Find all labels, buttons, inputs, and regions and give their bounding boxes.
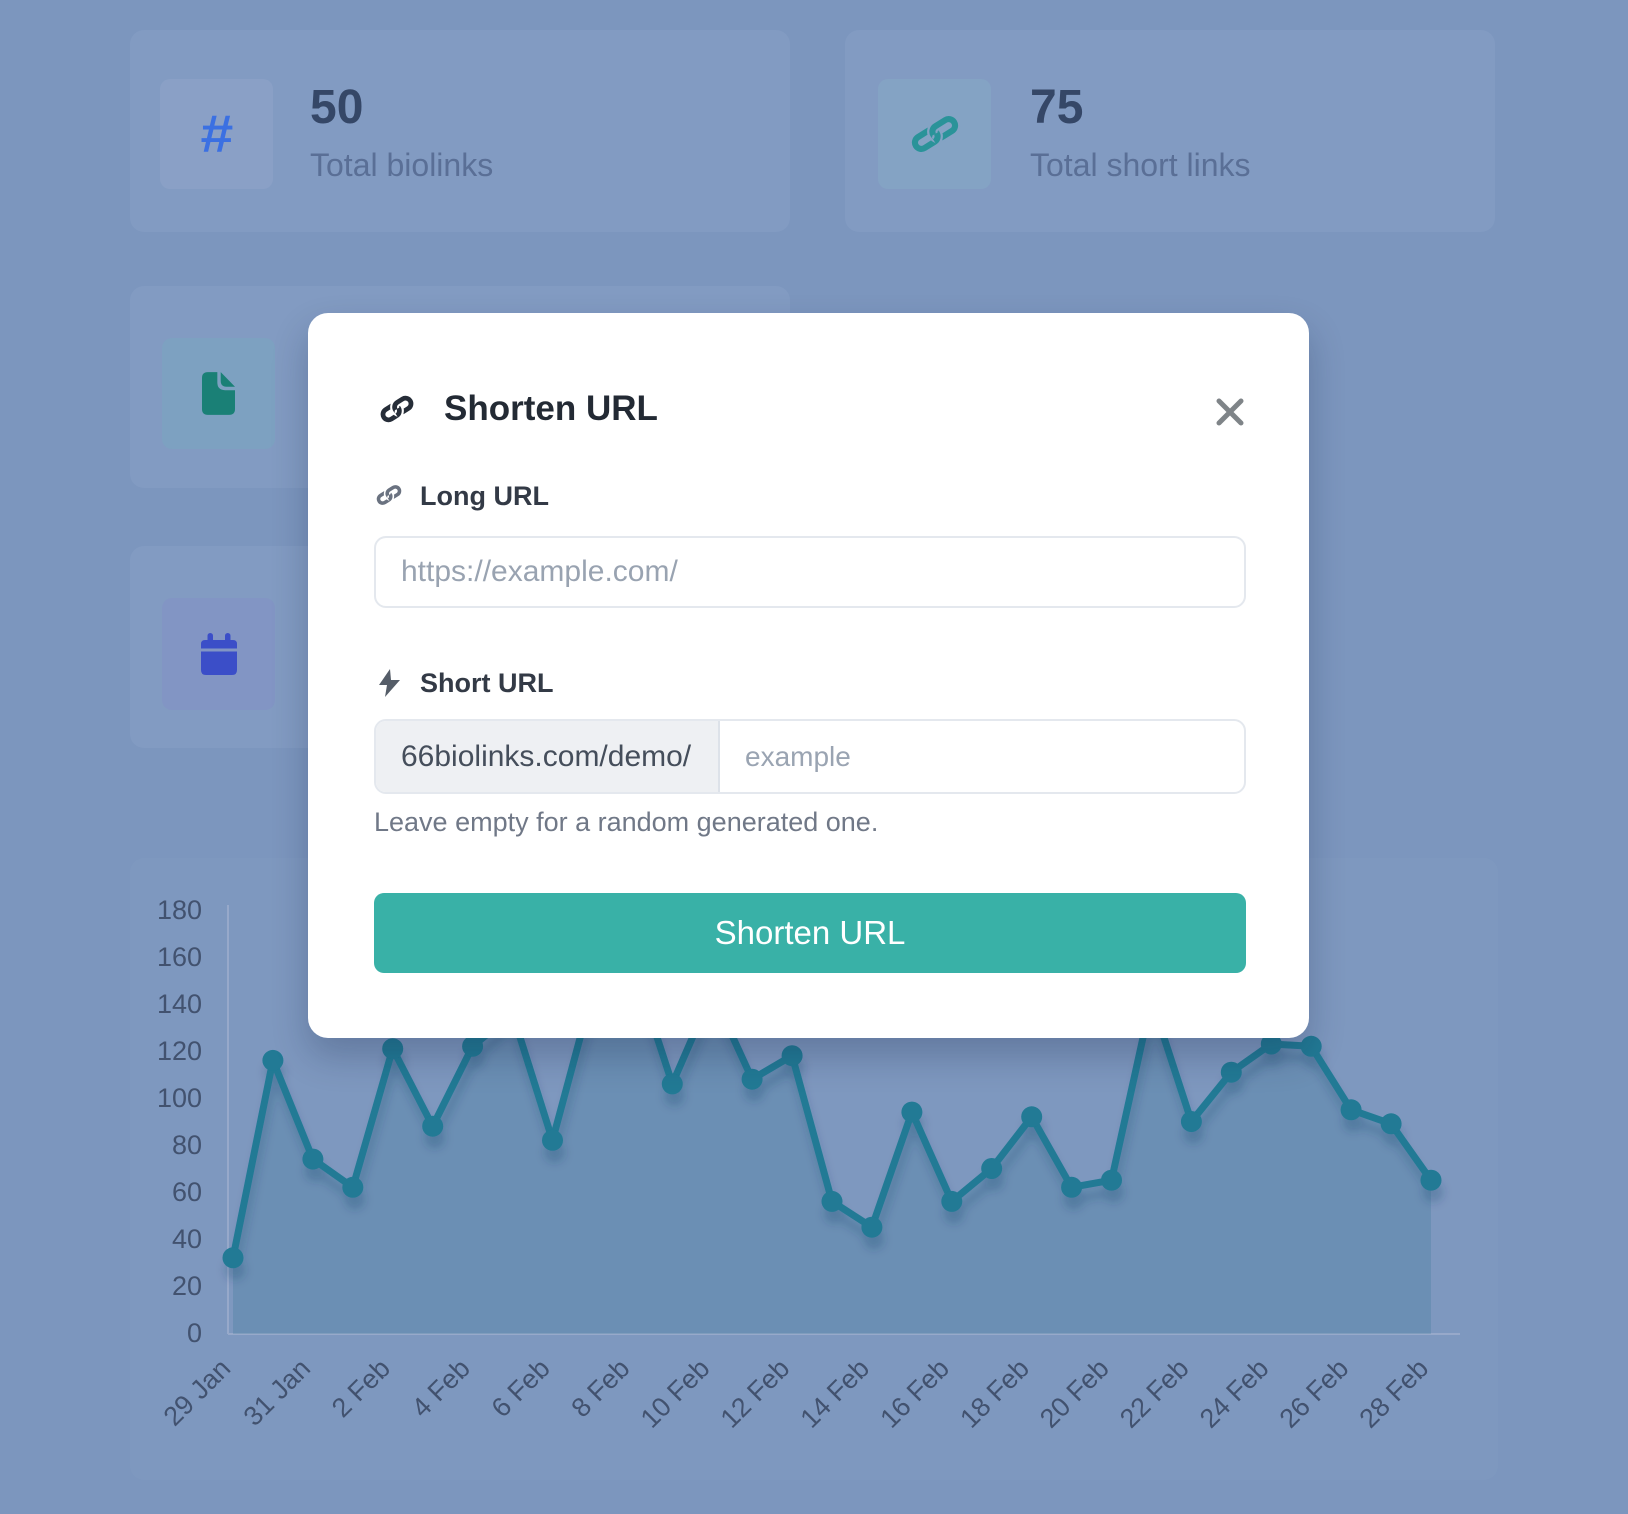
svg-text:2 Feb: 2 Feb: [326, 1353, 396, 1423]
svg-text:18 Feb: 18 Feb: [954, 1353, 1035, 1434]
svg-text:16 Feb: 16 Feb: [874, 1353, 955, 1434]
svg-text:140: 140: [157, 989, 202, 1019]
svg-text:8 Feb: 8 Feb: [566, 1353, 636, 1423]
svg-text:20: 20: [172, 1271, 202, 1301]
svg-text:160: 160: [157, 942, 202, 972]
svg-text:31 Jan: 31 Jan: [238, 1353, 317, 1432]
svg-text:12 Feb: 12 Feb: [715, 1353, 796, 1434]
svg-text:22 Feb: 22 Feb: [1114, 1353, 1195, 1434]
svg-text:6 Feb: 6 Feb: [486, 1353, 556, 1423]
svg-text:0: 0: [187, 1318, 202, 1348]
svg-text:29 Jan: 29 Jan: [158, 1353, 237, 1432]
svg-text:40: 40: [172, 1224, 202, 1254]
svg-text:24 Feb: 24 Feb: [1194, 1353, 1275, 1434]
svg-text:180: 180: [157, 895, 202, 925]
svg-text:20 Feb: 20 Feb: [1034, 1353, 1115, 1434]
svg-text:28 Feb: 28 Feb: [1354, 1353, 1435, 1434]
svg-text:80: 80: [172, 1130, 202, 1160]
svg-text:4 Feb: 4 Feb: [406, 1353, 476, 1423]
svg-text:14 Feb: 14 Feb: [794, 1353, 875, 1434]
svg-text:10 Feb: 10 Feb: [635, 1353, 716, 1434]
svg-text:100: 100: [157, 1083, 202, 1113]
svg-text:60: 60: [172, 1177, 202, 1207]
svg-text:120: 120: [157, 1036, 202, 1066]
svg-text:26 Feb: 26 Feb: [1274, 1353, 1355, 1434]
